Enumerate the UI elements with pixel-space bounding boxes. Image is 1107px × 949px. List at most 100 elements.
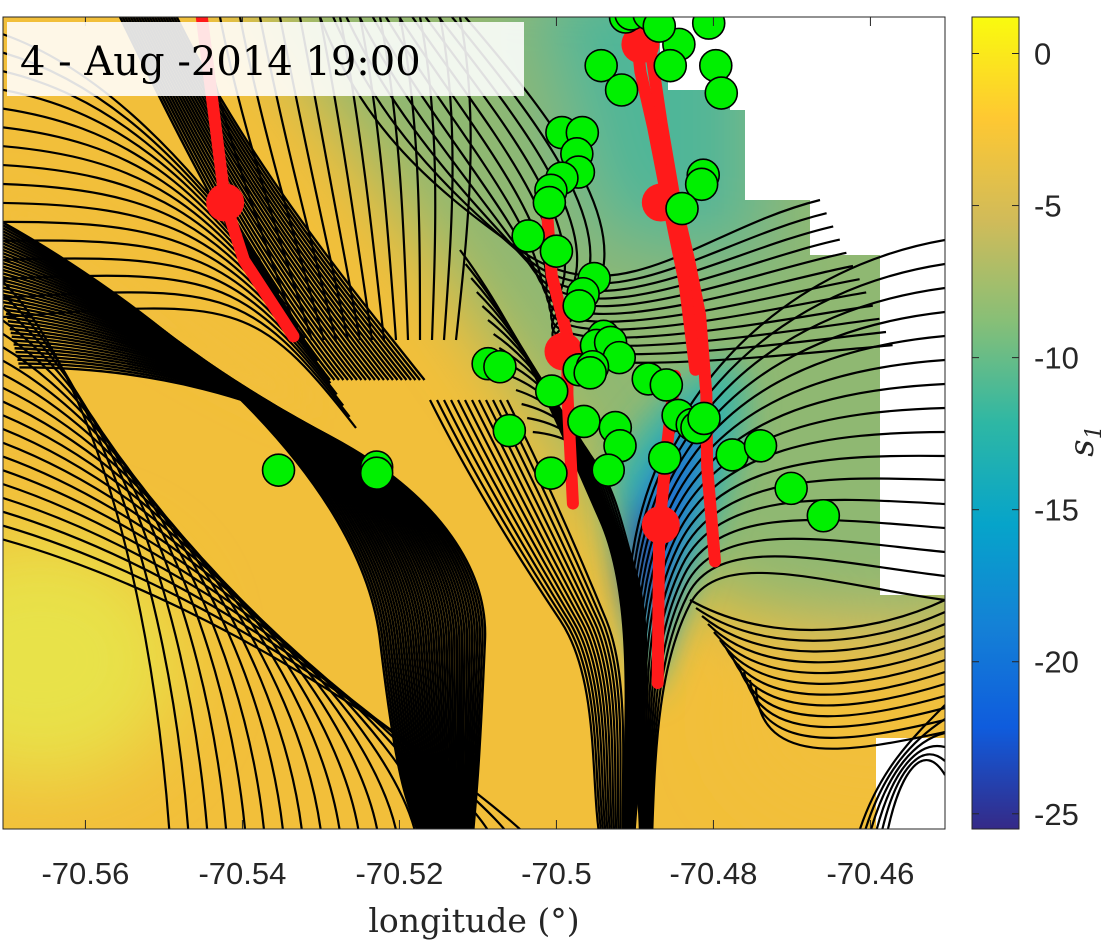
streamline [18,362,484,829]
drifter-point [649,368,684,402]
red-marker [206,183,245,222]
streamline [371,17,847,308]
x-tick-label: -70.54 [198,856,286,891]
colorbar-tick-label: -5 [1034,189,1062,224]
streamline [12,339,469,829]
drifter-point [483,349,517,384]
streamline [643,430,945,829]
drifter-point [774,471,808,506]
streamline [3,274,345,407]
streamline [17,358,482,829]
streamline [436,399,602,829]
drifter-point [567,404,601,439]
streamline [648,518,945,829]
streamlines [3,17,945,829]
streamline [424,17,873,339]
streamline [478,399,616,829]
x-tick-label: -70.46 [826,856,914,891]
streamline [9,327,461,829]
drifter-point [743,429,778,463]
streamline [443,399,604,829]
drifter-point [511,219,545,253]
streamline [3,359,284,829]
streamline [485,399,618,829]
streamline [532,430,648,829]
drifter-points [261,17,841,533]
timestamp-box: 4 - Aug -2014 19:00 [7,22,524,96]
drifter-point [573,356,607,390]
drifter-point [715,438,750,472]
red-track [628,17,702,376]
streamline [3,300,452,829]
colorbar: 0 -5 -10 -15 -20 -25 s1 [971,16,1107,832]
streamline [875,744,945,829]
streamline [492,399,620,829]
x-axis: -70.56 -70.54 -70.52 -70.5 -70.48 -70.46 [41,17,914,891]
streamline [3,524,506,829]
streamline [3,107,287,306]
streamline [3,293,449,829]
streamline [3,291,351,418]
drifter-point [698,48,733,83]
streamline [725,647,945,696]
drifter-point [691,17,726,40]
drifter-point [562,289,596,323]
drifter-point [359,456,394,490]
red-track [640,17,721,568]
streamline [358,17,841,300]
streamline [15,350,476,829]
streamline [429,399,600,829]
drifter-point [261,453,296,487]
streamline [16,354,479,829]
streamline [650,555,945,829]
streamline [464,399,611,829]
drifter-point [534,456,568,490]
colorbar-frame [971,16,1020,830]
streamline [651,571,945,829]
streamline [10,331,464,829]
x-tick-label: -70.48 [669,856,757,891]
streamline [649,537,945,829]
x-axis-label: longitude (°) [368,901,579,940]
drifter-point [687,401,721,436]
streamline [471,399,613,829]
streamline [881,753,945,829]
drifter-point [647,441,682,475]
colorbar-label: s1 [1062,425,1107,456]
timestamp-text: 4 - Aug -2014 19:00 [20,39,421,85]
drifter-point [642,17,677,43]
drifter-point [534,374,569,408]
no-data-region [660,17,945,595]
x-tick-label: -70.56 [41,856,129,891]
streamline [385,17,854,315]
streamline [11,335,466,829]
streamline [3,257,338,396]
colorbar-ticks: 0 -5 -10 -15 -20 -25 [972,36,1079,832]
drifter-point [684,167,719,202]
plot-frame [2,16,946,830]
streamline [527,416,646,829]
streamline [3,304,453,829]
drifter-point [806,498,841,533]
streamline [689,599,945,631]
streamline [886,759,945,829]
streamline [3,346,265,829]
colorbar-tick-label: -25 [1034,797,1079,832]
drifter-point [492,413,527,448]
colorbar-tick-label: -15 [1034,493,1079,528]
streamline [858,704,945,829]
drifter-point [532,185,567,220]
streamline [707,623,945,664]
streamline [4,308,454,829]
streamline [3,307,357,429]
streamline [450,399,607,829]
streamline [701,615,945,653]
streamline [864,718,945,829]
colorbar-tick-label: -10 [1034,341,1079,376]
plot-area: -70.56 -70.54 -70.52 -70.5 -70.48 -70.46 long… [2,16,946,940]
streamline [19,366,487,829]
colorbar-tick-label: -20 [1034,645,1079,680]
colorbar-gradient [972,17,1019,829]
colorbar-tick-label: 0 [1034,36,1051,71]
drifter-point [539,234,574,268]
